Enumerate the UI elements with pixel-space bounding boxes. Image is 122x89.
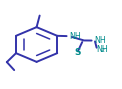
Text: NH: NH xyxy=(69,32,81,41)
Text: NH: NH xyxy=(94,36,106,45)
Text: 2: 2 xyxy=(101,48,105,53)
Text: NH: NH xyxy=(96,45,108,54)
Text: S: S xyxy=(74,48,81,57)
